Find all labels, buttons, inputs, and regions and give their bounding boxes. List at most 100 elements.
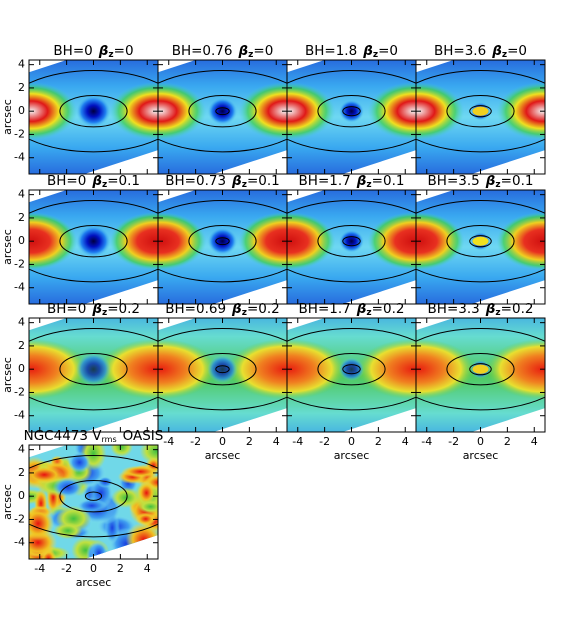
blob [29, 506, 54, 541]
x-tick-label: -4 [163, 435, 174, 448]
panel-title: BH=0.73 βz=0.1 [165, 173, 280, 190]
map [29, 190, 158, 304]
title-beta-sub: z [242, 180, 247, 190]
title-text: NGC4473 V [24, 428, 103, 444]
y-tick-label: -4 [14, 281, 25, 294]
contour [59, 479, 128, 513]
contour [188, 352, 257, 386]
contour [446, 224, 515, 258]
blob [110, 445, 133, 457]
x-tick-label: -4 [34, 562, 45, 575]
contour [215, 365, 230, 374]
x-tick-label: -2 [190, 435, 201, 448]
title-beta: β [356, 173, 367, 189]
contour [416, 327, 545, 411]
title-bh: BH=0 [47, 301, 86, 317]
blob [53, 522, 83, 540]
title-beta: β [356, 301, 367, 317]
title-beta-sub: z [102, 180, 107, 190]
title-bh: BH=1.7 [299, 301, 351, 317]
title-beta-sub: z [495, 308, 500, 318]
title-sub: rms [102, 435, 117, 444]
core [76, 94, 111, 128]
title-beta-value: =0.1 [501, 173, 534, 189]
title-beta-value: =0.1 [247, 173, 280, 189]
contour [215, 107, 230, 116]
contour [158, 327, 287, 411]
title-bh: BH=1.8 [305, 43, 357, 59]
core [207, 355, 238, 384]
blob [29, 465, 65, 484]
x-tick-label: 2 [375, 435, 382, 448]
x-tick-label: 4 [531, 435, 538, 448]
title-beta-sub: z [502, 50, 507, 60]
contour [317, 352, 386, 386]
contour [469, 235, 492, 248]
panel-title: NGC4473 Vrms OASIS [24, 428, 164, 444]
panel-title: BH=0.76 βz=0 [172, 43, 274, 60]
y-tick-label: -2 [14, 127, 25, 140]
title-beta-sub: z [108, 50, 113, 60]
title-beta-sub: z [373, 50, 378, 60]
title-bh: BH=3.3 [428, 301, 480, 317]
panel-title: BH=0 βz=0.2 [47, 301, 140, 318]
y-tick-label: -4 [14, 536, 25, 549]
x-tick-label: -4 [292, 435, 303, 448]
title-beta-value: =0.2 [107, 301, 140, 317]
title-beta-value: =0.2 [372, 301, 405, 317]
contour [158, 199, 287, 283]
core [338, 357, 365, 381]
x-axis-label: arcsec [76, 576, 112, 589]
y-axis-label: arcsec [1, 229, 14, 265]
title-beta-value: =0 [114, 43, 134, 59]
title-beta: β [91, 173, 102, 189]
y-tick-label: -2 [14, 257, 25, 270]
panel-title: BH=1.8 βz=0 [305, 43, 398, 60]
x-tick-label: -2 [61, 562, 72, 575]
blob [76, 498, 107, 513]
title-beta-sub: z [242, 308, 247, 318]
title-bh: BH=0.76 [172, 43, 233, 59]
title-beta-sub: z [366, 308, 371, 318]
contour [29, 69, 158, 153]
contour [287, 327, 416, 411]
contour [59, 224, 128, 258]
title-beta: β [237, 43, 248, 59]
title-beta-sub: z [366, 180, 371, 190]
core-hot [472, 236, 489, 246]
y-tick-label: 2 [18, 339, 25, 352]
panel-title: BH=1.7 βz=0.1 [299, 173, 405, 190]
title-bh: BH=3.6 [434, 43, 486, 59]
core [76, 224, 111, 258]
title-bh: BH=0.73 [165, 173, 226, 189]
y-axis-label: arcsec [1, 357, 14, 393]
title-beta: β [491, 43, 502, 59]
blob [68, 451, 91, 474]
x-tick-label: 2 [246, 435, 253, 448]
panel-title: BH=3.6 βz=0 [434, 43, 527, 60]
contour [188, 94, 257, 128]
blob [135, 512, 156, 526]
panel-title: BH=0.69 βz=0.2 [165, 301, 280, 318]
title-beta: β [231, 301, 242, 317]
y-tick-label: -2 [14, 512, 25, 525]
panel-title: BH=3.3 βz=0.2 [428, 301, 534, 318]
contour [416, 199, 545, 283]
x-tick-label: 4 [273, 435, 280, 448]
blob [52, 477, 84, 498]
blob [111, 487, 142, 508]
panel-title: BH=0 βz=0 [53, 43, 133, 60]
y-tick-label: -4 [14, 151, 25, 164]
title-beta: β [98, 43, 109, 59]
y-tick-label: -2 [14, 385, 25, 398]
title-bh: BH=3.5 [428, 173, 480, 189]
core [207, 97, 238, 126]
x-tick-label: 0 [90, 562, 97, 575]
contour [29, 327, 158, 411]
title-beta: β [485, 173, 496, 189]
blob [121, 465, 158, 478]
contour [416, 69, 545, 153]
y-tick-label: 0 [18, 234, 25, 247]
contour [446, 352, 515, 386]
title-bh: BH=0.69 [165, 301, 226, 317]
